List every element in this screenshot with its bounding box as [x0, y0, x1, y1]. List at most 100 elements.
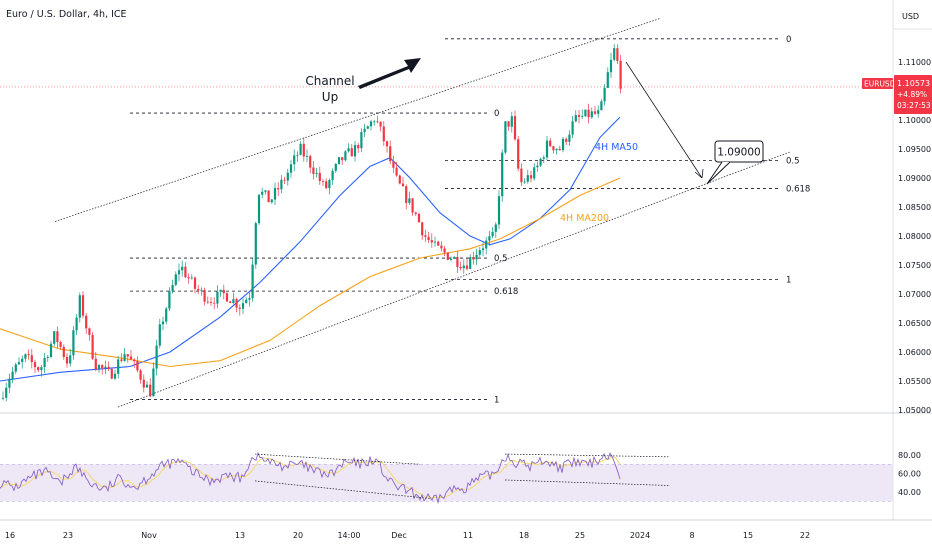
candle-body — [101, 365, 104, 368]
candle-body — [609, 59, 613, 73]
candle-body — [606, 72, 609, 88]
tag-price: 1.10573 — [897, 79, 930, 88]
candle-body — [238, 307, 241, 309]
candle-body — [571, 121, 574, 135]
time-tick-label: 8 — [689, 531, 694, 540]
candle-body — [494, 224, 497, 232]
candle-body — [273, 188, 277, 200]
candle-body — [197, 288, 200, 291]
ma200-label: 4H MA200 — [560, 213, 609, 224]
candle-body — [353, 145, 357, 157]
rsi-channel-left-bottom — [254, 480, 431, 499]
candle-body — [283, 179, 286, 181]
candle-body — [254, 223, 257, 265]
ma200-line — [0, 177, 621, 368]
candle-body — [91, 334, 94, 359]
currency-label[interactable]: USD — [902, 12, 919, 21]
candle-body — [536, 165, 539, 168]
candle-body — [472, 257, 475, 260]
candle-body — [401, 183, 405, 187]
candle-body — [110, 368, 113, 379]
candle-body — [344, 151, 347, 161]
candle-body — [225, 293, 229, 302]
candle-body — [193, 277, 197, 289]
price-tick-label: 1.09500 — [898, 145, 931, 154]
candle-body — [113, 373, 117, 379]
candle-body — [523, 181, 526, 183]
candle-body — [549, 140, 552, 147]
tag-symbol: EURUSD — [864, 80, 896, 89]
candle-body — [49, 343, 53, 357]
price-tick-label: 1.08000 — [898, 232, 931, 241]
candle-body — [209, 301, 213, 303]
candle-body — [181, 266, 184, 271]
candle-body — [117, 359, 120, 374]
candle-body — [126, 354, 129, 357]
candle-body — [245, 299, 248, 304]
candle-body — [600, 101, 603, 111]
channel-up-lines — [54, 18, 791, 408]
candle-body — [539, 158, 542, 166]
candle-body — [520, 168, 523, 183]
candle-body — [405, 186, 408, 203]
candle-body — [398, 175, 401, 184]
rsi-tick-label: 40.00 — [898, 488, 921, 497]
candle-body — [171, 284, 174, 292]
candle-body — [328, 179, 331, 189]
price-tick-label: 1.09000 — [898, 174, 931, 183]
channel-up-label: Channel — [305, 74, 354, 88]
candle-body — [27, 354, 30, 356]
candle-body — [72, 330, 75, 356]
channel-up-arrow — [358, 58, 421, 89]
candle-body — [366, 126, 369, 129]
candle-body — [222, 289, 225, 294]
candle-body — [491, 231, 494, 237]
candle-body — [513, 116, 517, 140]
candle-body — [88, 328, 91, 335]
fibonacci-levels: 0 0.5 0.618 1 0 0.5 0.618 1 — [130, 35, 810, 406]
candle-body — [107, 366, 110, 369]
time-tick-label: 11 — [463, 531, 473, 540]
candle-body — [603, 87, 606, 102]
candle-body — [533, 167, 536, 179]
candle-body — [421, 222, 424, 236]
candle-body — [475, 254, 478, 260]
channel-up-label-line2: Up — [322, 90, 338, 104]
candle-body — [289, 164, 293, 173]
candle-body — [152, 368, 155, 397]
time-tick-label: 16 — [5, 531, 15, 540]
candle-body — [161, 321, 165, 325]
time-tick-label: Nov — [141, 531, 157, 540]
candle-body — [56, 331, 59, 342]
candle-body — [584, 109, 587, 117]
candle-body — [574, 115, 577, 122]
candle-body — [17, 362, 21, 365]
candle-body — [565, 138, 568, 142]
candle-body — [558, 148, 561, 151]
candle-body — [155, 345, 158, 369]
candle-body — [1, 397, 5, 399]
price-tick-label: 1.07000 — [898, 290, 931, 299]
price-tick-label: 1.05500 — [898, 377, 931, 386]
time-axis[interactable]: 16 23 Nov 13 20 14:00 Dec 11 18 25 2024 8 15 22 — [5, 531, 810, 540]
candle-body — [392, 161, 395, 168]
target-callout-pointer — [706, 161, 731, 185]
time-tick-label: 25 — [575, 531, 585, 540]
candle-body — [264, 190, 267, 192]
fib-left-label: 1 — [494, 396, 499, 406]
candle-body — [581, 116, 584, 117]
candle-body — [21, 358, 24, 363]
rsi-lines — [0, 451, 671, 505]
current-price-tag: EURUSD 1.10573 +4.89% 03:27:53 — [862, 75, 932, 114]
tag-countdown: 03:27:53 — [897, 101, 931, 110]
candle-body — [216, 291, 219, 304]
fib-left-label: 0.5 — [494, 254, 508, 264]
rsi-axis-ticks: 80.00 60.00 40.00 — [898, 451, 921, 497]
candle-body — [293, 155, 296, 165]
candle-body — [302, 143, 305, 157]
candle-body — [430, 240, 433, 243]
candle-body — [443, 248, 446, 253]
target-callout-box — [714, 140, 764, 163]
candle-body — [382, 126, 385, 142]
